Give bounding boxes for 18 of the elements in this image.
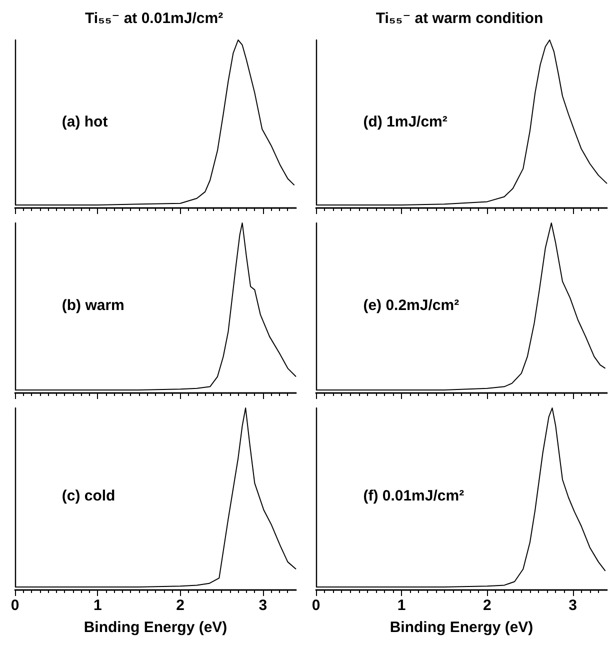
chart-title: Ti₅₅⁻ at 0.01mJ/cm²	[84, 10, 224, 27]
x-axis-title: Binding Energy (eV)	[84, 619, 228, 636]
annotation: (f) 0.01mJ/cm²	[363, 488, 464, 505]
x-tick-label: 2	[483, 597, 492, 614]
x-axis-title: Binding Energy (eV)	[390, 619, 534, 636]
chart-title: Ti₅₅⁻ at warm condition	[376, 10, 544, 27]
x-tick-label: 1	[397, 597, 406, 614]
x-tick-label: 0	[10, 597, 20, 614]
annotation: (d) 1mJ/cm²	[363, 113, 448, 130]
x-tick-label: 3	[568, 597, 577, 614]
annotation: (b) warm	[62, 297, 124, 314]
annotation: (a) hot	[62, 113, 108, 130]
x-tick-label: 0	[312, 597, 320, 614]
x-tick-label: 3	[258, 597, 268, 614]
x-tick-label: 2	[176, 597, 184, 614]
annotation: (e) 0.2mJ/cm²	[363, 297, 460, 314]
annotation: (c) cold	[62, 488, 116, 505]
x-tick-label: 1	[93, 597, 102, 614]
